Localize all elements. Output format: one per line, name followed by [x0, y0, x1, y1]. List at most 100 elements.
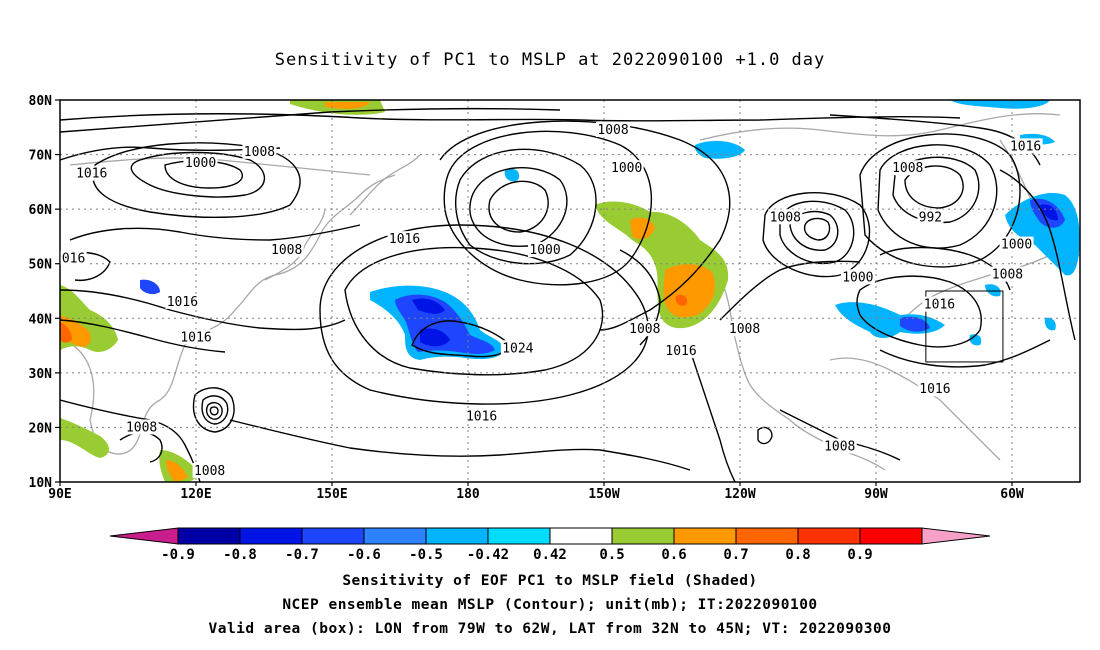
latitude-labels: 80N 70N 60N 50N 40N 30N 20N 10N	[29, 94, 60, 491]
lat-label: 50N	[29, 258, 53, 273]
contour-label-bg	[500, 340, 535, 356]
colorbar-box	[301, 527, 365, 545]
contour-1016-asia3	[60, 319, 226, 353]
contour-label-bg	[528, 242, 563, 258]
coast-arctic	[699, 113, 1061, 141]
lat-label: 80N	[29, 94, 53, 109]
coast-japan	[264, 209, 326, 281]
contour-small-gulf	[757, 426, 773, 445]
contour-label-bg	[627, 321, 662, 337]
colorbar-label: 0.6	[661, 547, 686, 563]
contour-label: 1016	[389, 232, 420, 247]
contour-label: 1000	[529, 243, 560, 258]
colorbar-box	[673, 527, 737, 545]
coast-siberia	[69, 157, 371, 176]
lat-label: 40N	[29, 312, 53, 327]
shade-orange-phil	[166, 460, 188, 482]
shade-green-se-asia	[60, 418, 109, 458]
contour-label-bg	[165, 293, 200, 309]
contour-label: 1008	[126, 420, 157, 435]
contour-1016-high	[344, 246, 604, 376]
contour-low-canada2	[803, 217, 831, 241]
shade-red-alaska	[675, 294, 688, 306]
contour-label-bg	[192, 463, 227, 479]
contour-1016-north	[60, 107, 561, 133]
colorbar-label: 0.9	[847, 547, 872, 563]
contour-label-bg	[890, 160, 925, 176]
contour-label-bg	[183, 154, 218, 170]
colorbar-max-triangle	[921, 527, 991, 545]
contour-label-bg	[917, 209, 944, 225]
colorbar-box	[611, 527, 675, 545]
contour-label: 1000	[842, 270, 873, 285]
map-title: Sensitivity of PC1 to MSLP at 2022090100…	[274, 50, 826, 70]
contour-label-bg	[1008, 138, 1043, 154]
contour-1016-atlantic2	[879, 339, 1051, 368]
colorbar-label: 0.8	[785, 547, 810, 563]
contour-label: 1000	[1001, 238, 1032, 253]
colorbar-box	[859, 527, 923, 545]
shade-blue-pacific-dark	[412, 298, 450, 347]
contour-1016-east	[999, 169, 1076, 341]
contour-label: 1008	[992, 268, 1023, 283]
colorbar-min-triangle	[109, 527, 179, 545]
shade-green-alaska	[595, 201, 729, 329]
contour-label: 1016	[919, 382, 950, 397]
lon-label: 90W	[864, 487, 888, 502]
contour-low-canada1	[789, 210, 839, 251]
contour-label: 1008	[629, 322, 660, 337]
contour-label: 1016	[466, 410, 497, 425]
contour-label-bg	[727, 321, 762, 337]
contour-label: 1016	[665, 344, 696, 359]
contour-label-bg	[387, 231, 422, 247]
contour-typhoon-b	[201, 395, 229, 425]
lon-label: 180	[456, 487, 480, 502]
contour-1016-asia2	[60, 289, 346, 331]
contour-label-bg	[242, 143, 277, 159]
contour-label-bg	[596, 122, 631, 138]
contour-1016-pacific	[229, 419, 691, 471]
colorbar-label: -0.9	[161, 547, 195, 563]
colorbar-label: -0.8	[223, 547, 257, 563]
colorbar-box	[425, 527, 489, 545]
contour-low-canada4	[762, 192, 871, 278]
shade-blue-atlantic-north	[950, 100, 1050, 109]
contour-label: 1008	[244, 145, 275, 160]
contour-label: 1016	[180, 330, 211, 345]
valid-area-box	[925, 290, 1004, 363]
contour-label-bg	[768, 209, 803, 225]
contour-label-bg	[464, 408, 499, 424]
contour-label-bg	[822, 438, 857, 454]
shade-blue-alaska-small	[504, 168, 520, 182]
contour-aleutian-low1	[488, 180, 549, 233]
contour-label: 992	[919, 210, 942, 225]
colorbar	[109, 527, 991, 545]
contour-label-bg	[917, 381, 952, 397]
contour-label-bg	[922, 296, 957, 312]
shade-blue-nam-east-mid	[900, 316, 930, 332]
contour-label-bg	[664, 343, 699, 359]
contour-label: 1008	[824, 440, 855, 455]
contour-label: 1016	[76, 167, 107, 182]
contour-1008-phil2	[119, 431, 163, 463]
shade-blue-pacific-small	[140, 279, 160, 295]
colorbar-box	[239, 527, 303, 545]
contour-1008-north	[60, 113, 961, 122]
contour-siberian-low	[130, 151, 266, 198]
contour-label: 1008	[892, 161, 923, 176]
contour-hudson-low1	[904, 165, 964, 209]
contour-label-bg	[124, 419, 159, 435]
contour-label: 1000	[611, 161, 642, 176]
lon-label: 60W	[1000, 487, 1024, 502]
contour-label: 1008	[194, 464, 225, 479]
contour-label: 1000	[185, 156, 216, 171]
footer-line-3: Valid area (box): LON from 79W to 62W, L…	[208, 621, 892, 637]
colorbar-box	[735, 527, 799, 545]
contour-label: 1016	[1010, 139, 1041, 154]
contour-label-bg	[60, 250, 87, 266]
lon-label: 150E	[316, 487, 347, 502]
contour-label-bg	[74, 165, 109, 181]
contour-1016-atlantic-ring	[856, 275, 982, 348]
colorbar-box	[797, 527, 861, 545]
